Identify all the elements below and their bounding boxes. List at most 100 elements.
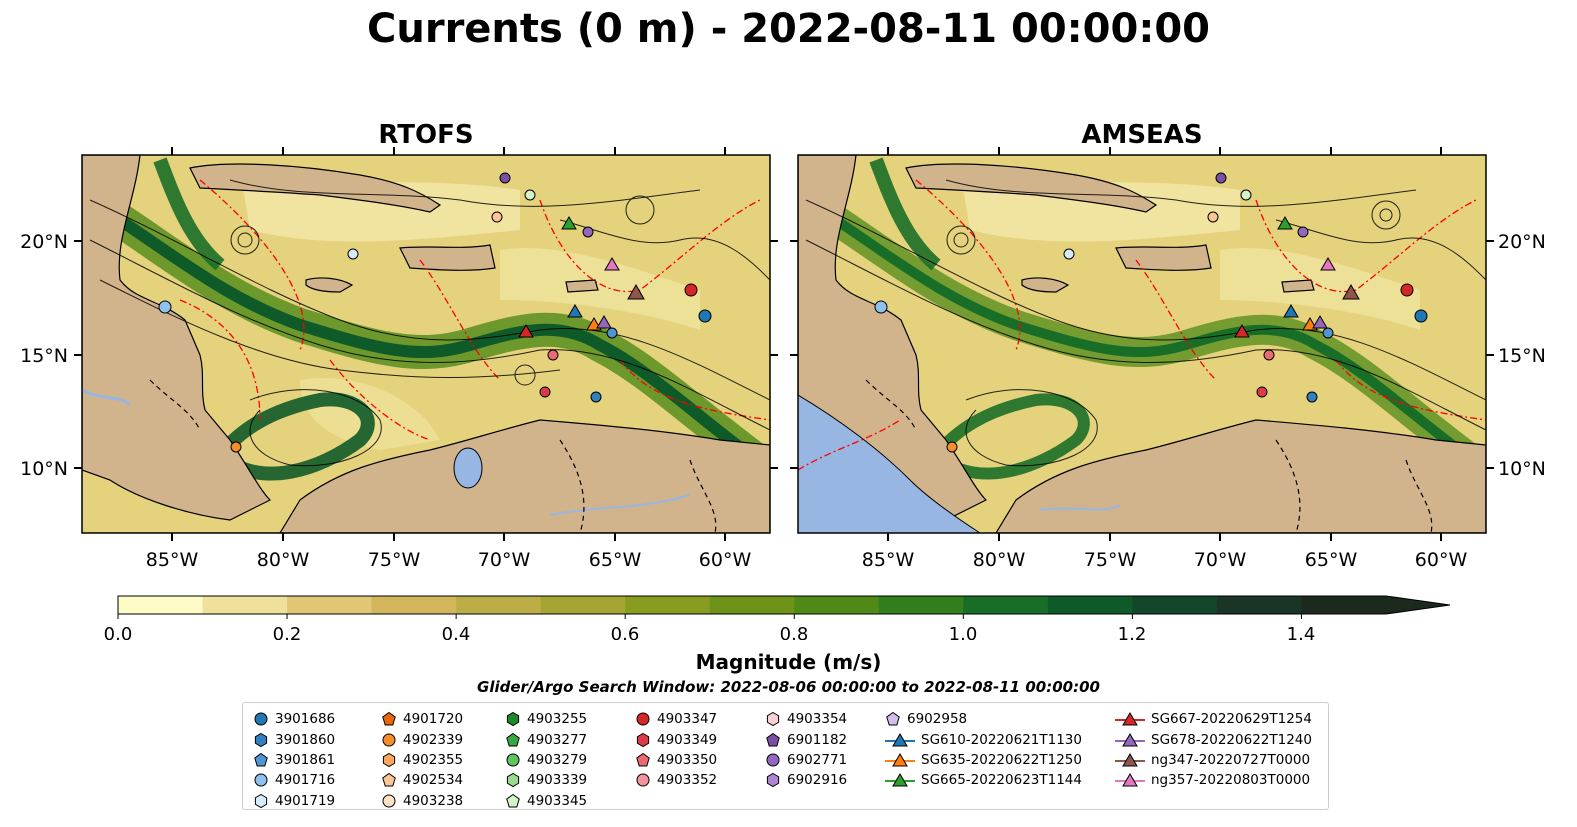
glider-ng347[interactable] xyxy=(627,283,645,300)
argo-3901861[interactable] xyxy=(606,327,618,339)
argo-4901719[interactable] xyxy=(1063,248,1075,260)
argo-4902534[interactable] xyxy=(1207,211,1219,223)
legend-marker-icon xyxy=(636,712,650,726)
legend-item[interactable]: 6902771 xyxy=(765,750,847,770)
colorbar-tick: 1.2 xyxy=(1118,624,1147,640)
streamlines xyxy=(805,179,1486,467)
streamlines xyxy=(89,179,770,467)
legend-item[interactable]: 4903347 xyxy=(635,709,717,729)
legend-label: SG667-20220629T1254 xyxy=(1151,711,1312,728)
legend-item[interactable]: 4903349 xyxy=(635,729,717,749)
argo-4903345[interactable] xyxy=(1240,189,1252,201)
glider-ng357[interactable] xyxy=(604,257,620,271)
glider-sg667[interactable] xyxy=(518,324,534,338)
glider-sg665[interactable] xyxy=(1277,216,1293,230)
legend-item[interactable]: 4903279 xyxy=(505,750,587,770)
colorbar-segment xyxy=(371,596,457,614)
colorbar-tick: 0.6 xyxy=(611,624,640,640)
argo-6902771[interactable] xyxy=(582,226,594,238)
argo-4903345[interactable] xyxy=(524,189,536,201)
argo-4902339[interactable] xyxy=(946,441,958,453)
argo-3901686[interactable] xyxy=(698,309,712,323)
glider-ng357[interactable] xyxy=(1320,257,1336,271)
argo-6901182[interactable] xyxy=(1215,172,1227,184)
glider-sg678[interactable] xyxy=(1312,315,1328,329)
rtofs-map xyxy=(82,155,770,533)
argo-4903350[interactable] xyxy=(1263,349,1275,361)
glider-sg665[interactable] xyxy=(561,216,577,230)
legend-marker-icon xyxy=(382,752,396,768)
legend-item[interactable]: 4901716 xyxy=(253,770,335,790)
glider-ng347[interactable] xyxy=(1342,283,1360,300)
colorbar-segment xyxy=(625,596,711,614)
legend-item[interactable]: 6902916 xyxy=(765,770,847,790)
argo-4901719[interactable] xyxy=(347,248,359,260)
lat-label: 20°N xyxy=(20,231,68,253)
legend-item[interactable]: 4903238 xyxy=(381,791,463,811)
argo-4902339[interactable] xyxy=(230,441,242,453)
argo-4903347[interactable] xyxy=(684,283,698,297)
colorbar-tick: 1.0 xyxy=(949,624,978,640)
argo-4901716[interactable] xyxy=(158,300,172,314)
lat-label: 15°N xyxy=(20,345,68,367)
lat-label: 10°N xyxy=(1498,458,1546,480)
argo-6901182[interactable] xyxy=(499,172,511,184)
legend-item[interactable]: 6901182 xyxy=(765,729,847,749)
argo-3901861[interactable] xyxy=(1322,327,1334,339)
glider-sg667[interactable] xyxy=(1234,324,1250,338)
argo-4902534[interactable] xyxy=(491,211,503,223)
legend-item[interactable]: SG665-20220623T1144 xyxy=(885,770,1082,790)
legend-item[interactable]: SG635-20220622T1250 xyxy=(885,750,1082,770)
legend-marker-icon xyxy=(885,752,915,767)
argo-3901860[interactable] xyxy=(1306,391,1318,403)
legend-item[interactable]: 4903345 xyxy=(505,791,587,811)
legend-item[interactable]: 3901686 xyxy=(253,709,335,729)
legend-item[interactable]: ng357-20220803T0000 xyxy=(1115,770,1312,790)
legend-item[interactable]: 4903350 xyxy=(635,750,717,770)
lat-label: 20°N xyxy=(1498,231,1546,253)
legend-item[interactable]: 4903352 xyxy=(635,770,717,790)
legend-label: 3901860 xyxy=(275,731,336,748)
argo-4901716[interactable] xyxy=(874,300,888,314)
pacific-ocean xyxy=(798,394,981,533)
legend-marker-icon xyxy=(382,712,396,726)
argo-4903349[interactable] xyxy=(1256,386,1268,398)
legend-item[interactable]: 4901720 xyxy=(381,709,463,729)
colorbar-segment xyxy=(709,596,795,614)
glider-sg610[interactable] xyxy=(1283,304,1299,318)
legend-item[interactable]: 4903339 xyxy=(505,770,587,790)
legend-item[interactable]: SG610-20220621T1130 xyxy=(885,729,1082,749)
legend-label: 4903279 xyxy=(527,751,588,768)
legend-item[interactable]: 4903354 xyxy=(765,709,847,729)
legend-marker-icon xyxy=(506,732,520,747)
legend-item[interactable]: 3901860 xyxy=(253,729,335,749)
lon-label: 85°W xyxy=(146,549,199,571)
legend-item[interactable]: 4902534 xyxy=(381,770,463,790)
legend-label: SG635-20220622T1250 xyxy=(921,751,1082,768)
argo-4903349[interactable] xyxy=(539,386,551,398)
legend-item[interactable]: 4902355 xyxy=(381,750,463,770)
legend-item[interactable]: SG678-20220622T1240 xyxy=(1115,729,1312,749)
glider-sg678[interactable] xyxy=(596,315,612,329)
legend-item[interactable]: 4903255 xyxy=(505,709,587,729)
argo-4903347[interactable] xyxy=(1400,283,1414,297)
argo-3901860[interactable] xyxy=(590,391,602,403)
lon-label: 60°W xyxy=(1415,549,1468,571)
lon-label: 80°W xyxy=(257,549,310,571)
legend-label: 4903352 xyxy=(657,772,718,789)
argo-6902771[interactable] xyxy=(1297,226,1309,238)
glider-sg610[interactable] xyxy=(567,304,583,318)
legend-item[interactable]: 4903277 xyxy=(505,729,587,749)
legend-item[interactable]: 6902958 xyxy=(885,709,1082,729)
cuba xyxy=(189,163,442,213)
legend-item[interactable]: 4901719 xyxy=(253,791,335,811)
legend-marker-icon xyxy=(766,732,780,747)
argo-3901686[interactable] xyxy=(1414,309,1428,323)
legend-marker-icon xyxy=(886,712,900,726)
legend-item[interactable]: ng347-20220727T0000 xyxy=(1115,750,1312,770)
legend-item[interactable]: 4902339 xyxy=(381,729,463,749)
legend-item[interactable]: 3901861 xyxy=(253,750,335,770)
legend-item[interactable]: SG667-20220629T1254 xyxy=(1115,709,1312,729)
argo-4903350[interactable] xyxy=(547,349,559,361)
axis-ticks xyxy=(74,147,1494,541)
